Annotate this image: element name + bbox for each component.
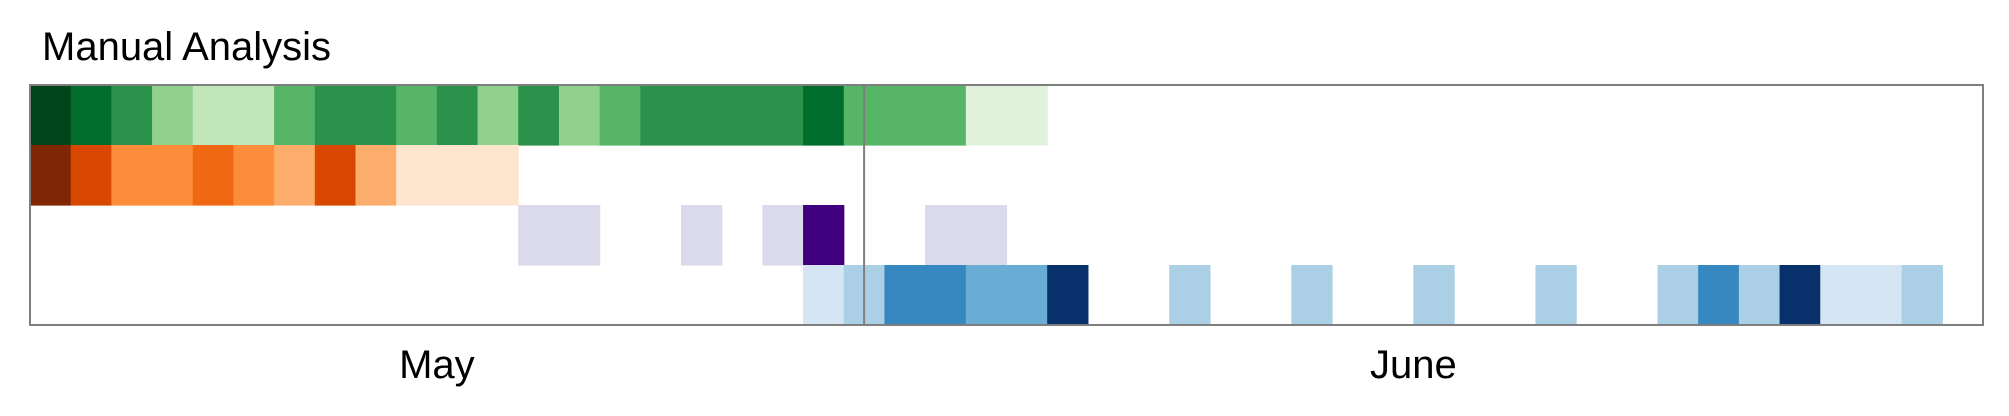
heatmap-cell-row1-7: [314, 85, 397, 146]
heatmap-cell-row3-1: [518, 205, 601, 266]
heatmap-cell-row2-6: [274, 145, 316, 206]
heatmap-cell-row1-10: [477, 85, 519, 146]
month-label-may: May: [399, 343, 475, 387]
heatmap-cell-row4-11: [1698, 265, 1740, 326]
heatmap-cell-row1-1: [30, 85, 72, 146]
heatmap-cells: [30, 85, 1943, 326]
heatmap-cell-row2-4: [192, 145, 235, 206]
heatmap-cell-row3-4: [803, 205, 845, 266]
month-labels: May June: [399, 343, 1457, 387]
plot-frame: [29, 84, 1984, 326]
heatmap-cell-row1-2: [70, 85, 112, 146]
heatmap-cell-row4-8: [1413, 265, 1455, 326]
heatmap-cell-row4-13: [1779, 265, 1821, 326]
heatmap-cell-row1-3: [111, 85, 153, 146]
heatmap-cell-row4-4: [965, 265, 1048, 326]
chart-title: Manual Analysis: [42, 25, 331, 69]
heatmap-cell-row1-15: [803, 85, 845, 146]
heatmap-cell-row1-11: [518, 85, 560, 146]
heatmap-cell-row2-1: [30, 145, 72, 206]
heatmap-cell-row4-15: [1901, 265, 1943, 326]
heatmap-cell-row2-5: [233, 145, 275, 206]
heatmap-cell-row2-9: [396, 145, 519, 206]
heatmap-cell-row2-8: [355, 145, 397, 206]
heatmap-cell-row1-17: [965, 85, 1048, 146]
heatmap-cell-row3-3: [762, 205, 804, 266]
heatmap-cell-row4-6: [1169, 265, 1211, 326]
heatmap-cell-row4-7: [1291, 265, 1333, 326]
heatmap-cell-row4-10: [1657, 265, 1699, 326]
heatmap-cell-row1-14: [640, 85, 804, 146]
heatmap-cell-row2-7: [314, 145, 357, 206]
heatmap-cell-row1-9: [436, 85, 479, 146]
heatmap-cell-row1-6: [274, 85, 316, 146]
heatmap-cell-row2-2: [70, 145, 112, 206]
heatmap-cell-row3-5: [925, 205, 1008, 266]
heatmap-cell-row2-3: [111, 145, 194, 206]
month-label-june: June: [1370, 343, 1457, 387]
heatmap-cell-row4-1: [803, 265, 845, 326]
heatmap-cell-row1-8: [396, 85, 438, 146]
heatmap-cell-row1-13: [599, 85, 641, 146]
heatmap-cell-row1-16: [843, 85, 967, 146]
heatmap-cell-row1-12: [558, 85, 601, 146]
heatmap-cell-row1-5: [192, 85, 275, 146]
heatmap-cell-row4-12: [1738, 265, 1781, 326]
heatmap-cell-row3-2: [681, 205, 723, 266]
heatmap-cell-row4-3: [884, 265, 967, 326]
heatmap-cell-row4-5: [1047, 265, 1089, 326]
heatmap-cell-row4-14: [1820, 265, 1903, 326]
heatmap-cell-row1-4: [152, 85, 194, 146]
heatmap-cell-row4-9: [1535, 265, 1577, 326]
